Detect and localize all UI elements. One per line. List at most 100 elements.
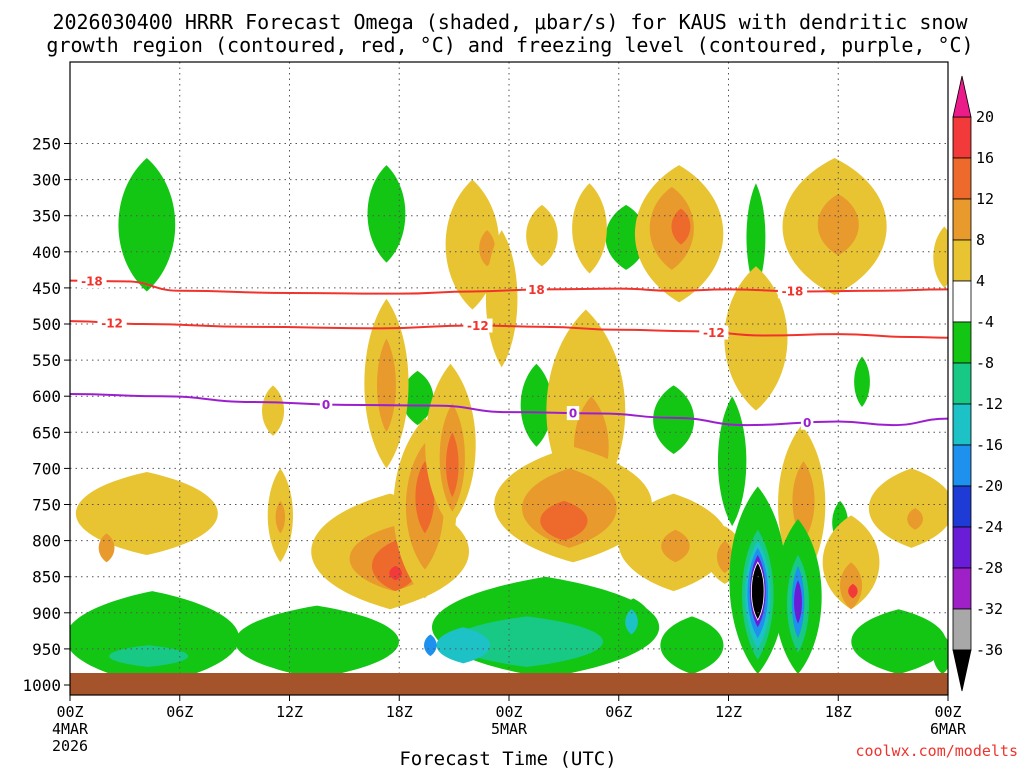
contour-label--18-0: -18 bbox=[81, 274, 103, 288]
x-tick-label-0: 00Z bbox=[56, 703, 83, 721]
omega-region-34 bbox=[75, 472, 218, 556]
colorbar-label-16: 16 bbox=[976, 149, 994, 167]
y-tick-label-800: 800 bbox=[32, 532, 61, 551]
colorbar-bin--8-to--4 bbox=[952, 321, 972, 364]
contour-label-bg--18-0 bbox=[77, 273, 107, 288]
y-tick-label-250: 250 bbox=[32, 135, 61, 154]
colorbar-label--28: -28 bbox=[976, 559, 1003, 577]
omega-region-20 bbox=[671, 208, 691, 245]
y-tick-label-950: 950 bbox=[32, 640, 61, 659]
contour-label-0-2: 0 bbox=[803, 416, 811, 430]
contour-label--12-1: -12 bbox=[467, 319, 489, 333]
colorbar-bin--28-to--24 bbox=[952, 526, 972, 569]
omega-region-69 bbox=[625, 609, 638, 635]
x-tick-label-1: 06Z bbox=[166, 703, 193, 721]
omega-region-62 bbox=[267, 648, 331, 675]
omega-region-26 bbox=[261, 385, 285, 436]
colorbar-bin--20-to--16 bbox=[952, 444, 972, 487]
omega-region-35 bbox=[98, 533, 115, 563]
y-tick-label-1000: 1000 bbox=[22, 676, 61, 695]
y-tick-label-650: 650 bbox=[32, 423, 61, 442]
contour-label-0-1: 0 bbox=[569, 407, 577, 421]
y-tick-label-850: 850 bbox=[32, 568, 61, 587]
omega-region-10 bbox=[717, 396, 747, 527]
x-tick-label-4: 00Z bbox=[495, 703, 522, 721]
x-tick-date-8: 6MAR bbox=[930, 720, 967, 738]
x-tick-label-6: 12Z bbox=[715, 703, 742, 721]
omega-region-55 bbox=[848, 583, 858, 599]
contour-line--12 bbox=[70, 320, 948, 339]
contour-label-bg--18-1 bbox=[526, 282, 547, 297]
omega-region-16 bbox=[526, 204, 558, 267]
y-tick-label-400: 400 bbox=[32, 243, 61, 262]
colorbar-bin--12-to--8 bbox=[952, 362, 972, 405]
contour-line-0 bbox=[70, 393, 948, 427]
omega-region-2 bbox=[378, 201, 391, 234]
colorbar-label-8: 8 bbox=[976, 231, 985, 249]
ground-below-surface bbox=[70, 673, 948, 695]
y-tick-label-750: 750 bbox=[32, 496, 61, 515]
colorbar-label--36: -36 bbox=[976, 641, 1003, 659]
contour-label-bg--12-1 bbox=[463, 318, 493, 333]
colorbar-top-arrow bbox=[952, 75, 972, 118]
omega-region-9 bbox=[667, 403, 684, 444]
y-tick-label-550: 550 bbox=[32, 351, 61, 370]
x-tick-label-5: 06Z bbox=[605, 703, 632, 721]
contour-layer: -18 18 -18 -12 -12 -12 0 0 0 bbox=[70, 273, 948, 430]
colorbar-bin-12-to-16 bbox=[952, 157, 972, 200]
omega-region-45 bbox=[445, 432, 459, 498]
x-tick-date-4: 5MAR bbox=[491, 720, 528, 738]
omega-region-57 bbox=[907, 508, 923, 530]
y-axis-ticks: 250 300 350 400 450 500 550 600 650 700 750 800 850 9… bbox=[22, 135, 70, 695]
colorbar-label-4: 4 bbox=[976, 272, 985, 290]
omega-region-23 bbox=[933, 226, 948, 288]
contour-label--12-0: -12 bbox=[101, 316, 123, 330]
omega-region-67 bbox=[424, 634, 437, 657]
omega-region-65 bbox=[451, 616, 604, 667]
omega-region-66 bbox=[436, 627, 491, 664]
chart-title-line-1: 2026030400 HRRR Forecast Omega (shaded, … bbox=[52, 10, 968, 34]
omega-region-77 bbox=[751, 561, 765, 621]
y-tick-label-350: 350 bbox=[32, 207, 61, 226]
omega-region-47 bbox=[661, 529, 690, 563]
contour-label--18-2: -18 bbox=[782, 285, 804, 299]
contour-label-bg--12-2 bbox=[699, 325, 729, 340]
colorbar-bin--4-to-4 bbox=[952, 280, 972, 323]
omega-region-13 bbox=[445, 179, 500, 310]
contour-label-bg-0-0 bbox=[319, 397, 333, 412]
x-tick-label-8: 00Z bbox=[934, 703, 961, 721]
contour-label-bg--18-2 bbox=[777, 284, 808, 299]
colorbar-label--12: -12 bbox=[976, 395, 1003, 413]
colorbar-label--20: -20 bbox=[976, 477, 1003, 495]
colorbar-bin--36-to--32 bbox=[952, 608, 972, 651]
omega-region-70 bbox=[660, 616, 724, 675]
y-tick-label-300: 300 bbox=[32, 171, 61, 190]
colorbar-label-20: 20 bbox=[976, 108, 994, 126]
colorbar-bin--24-to--20 bbox=[952, 485, 972, 528]
colorbar-bin-16-to-20 bbox=[952, 116, 972, 159]
y-tick-label-700: 700 bbox=[32, 459, 61, 478]
x-tick-label-2: 12Z bbox=[276, 703, 303, 721]
omega-shading-layer bbox=[70, 157, 948, 685]
colorbar-bin--32-to--28 bbox=[952, 567, 972, 610]
contour-label-bg--12-0 bbox=[97, 315, 127, 330]
contour-label-0-0: 0 bbox=[322, 398, 330, 412]
colorbar-bin-4-to-8 bbox=[952, 239, 972, 282]
colorbar-label--8: -8 bbox=[976, 354, 994, 372]
colorbar-label--4: -4 bbox=[976, 313, 994, 331]
x-axis-title: Forecast Time (UTC) bbox=[399, 748, 616, 768]
y-tick-label-900: 900 bbox=[32, 604, 61, 623]
omega-region-33 bbox=[540, 500, 588, 541]
omega-region-39 bbox=[389, 565, 402, 581]
colorbar-label--32: -32 bbox=[976, 600, 1003, 618]
contour-label-bg-0-2 bbox=[800, 415, 814, 430]
omega-region-11 bbox=[854, 356, 870, 408]
omega-region-48 bbox=[724, 266, 788, 411]
omega-region-60 bbox=[109, 645, 189, 667]
omega-region-5 bbox=[751, 215, 761, 267]
contour-label--12-2: -12 bbox=[703, 326, 725, 340]
omega-region-6 bbox=[401, 370, 434, 426]
colorbar-label--16: -16 bbox=[976, 436, 1003, 454]
colorbar-label--24: -24 bbox=[976, 518, 1003, 536]
